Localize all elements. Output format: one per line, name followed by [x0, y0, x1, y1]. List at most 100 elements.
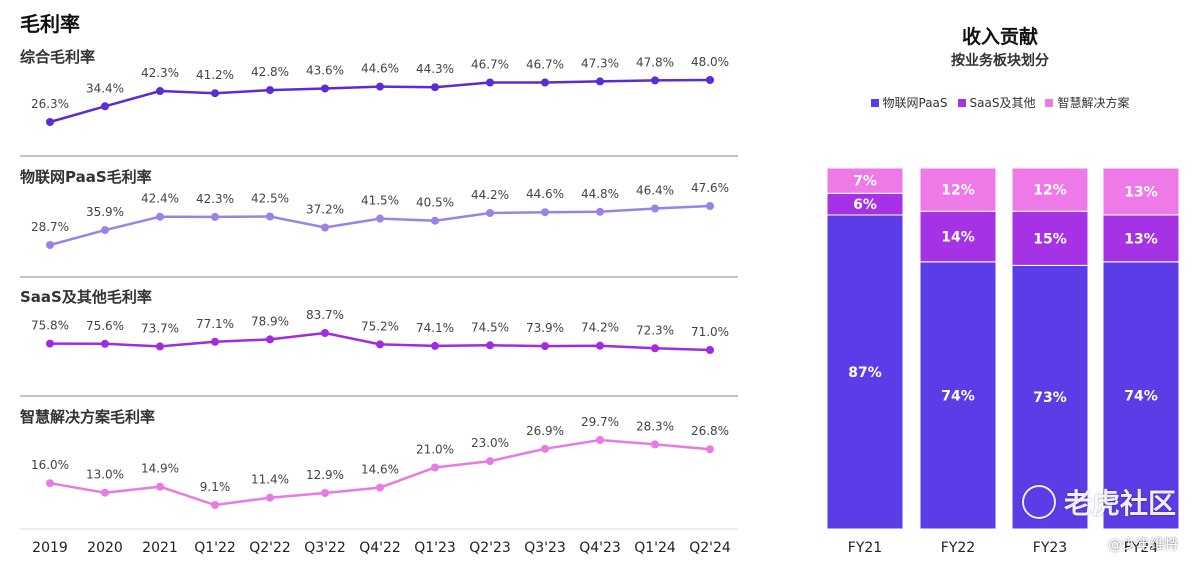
series-1-label-12: 47.6% [691, 181, 729, 195]
legend-swatch-saas [957, 98, 966, 107]
series-1-label-2: 42.4% [141, 192, 179, 206]
series-3-label-10: 29.7% [581, 415, 619, 429]
series-1-label-7: 40.5% [416, 196, 454, 210]
bar-FY24-label-0: 74% [1124, 388, 1158, 404]
bar-FY21-segment-0 [826, 214, 904, 530]
x-tick-label-4: Q2'22 [249, 540, 291, 556]
series-2-point-8 [486, 341, 494, 350]
series-0-point-9 [541, 78, 549, 87]
series-3-point-11 [651, 440, 659, 449]
series-1-label-3: 42.3% [196, 192, 234, 206]
x-tick-label-0: 2019 [32, 540, 68, 556]
series-2-label-6: 75.2% [361, 319, 399, 333]
series-0-label-8: 46.7% [471, 58, 509, 72]
series-0-point-1 [101, 102, 109, 111]
x-tick-label-10: Q4'23 [579, 540, 621, 556]
series-2-label-10: 74.2% [581, 321, 619, 335]
series-2-point-5 [321, 329, 329, 337]
series-2-point-0 [46, 339, 54, 348]
series-1-label-0: 28.7% [31, 220, 69, 234]
series-2-point-10 [596, 341, 604, 350]
series-3-point-3 [211, 501, 219, 509]
bar-FY21-segment-2 [826, 167, 904, 194]
bar-FY22-label-0: 74% [941, 388, 975, 404]
page-title: 毛利率 [20, 12, 80, 36]
series-0-label-9: 46.7% [526, 58, 564, 72]
bar-category-label-2: FY23 [1033, 540, 1067, 556]
series-1-point-0 [46, 241, 54, 249]
x-tick-label-1: 2020 [87, 540, 123, 556]
series-0-label-3: 41.2% [196, 68, 234, 82]
series-1-label-10: 44.8% [581, 187, 619, 201]
bar-FY24-label-2: 13% [1124, 185, 1158, 201]
series-2-label-12: 71.0% [691, 325, 729, 339]
series-2-point-9 [541, 342, 549, 351]
series-1-point-1 [101, 226, 109, 235]
series-3-point-8 [486, 457, 494, 466]
series-0-point-11 [651, 76, 659, 85]
x-tick-label-9: Q3'23 [524, 540, 566, 556]
series-3-point-10 [596, 436, 604, 444]
series-3-label-6: 14.6% [361, 463, 399, 477]
legend-label-paas: 物联网PaaS [882, 96, 948, 110]
bar-FY22-segment-2 [919, 167, 997, 212]
legend-item-saas: SaaS及其他 [957, 94, 1036, 111]
series-3-point-4 [266, 493, 274, 502]
series-0-point-3 [211, 89, 219, 98]
bar-FY21-label-0: 87% [848, 365, 882, 381]
series-1-label-1: 35.9% [86, 205, 124, 219]
series-3-label-1: 13.0% [86, 468, 124, 482]
series-0-point-6 [376, 82, 384, 91]
legend-item-paas: 物联网PaaS [870, 94, 948, 111]
x-tick-label-3: Q1'22 [194, 540, 236, 556]
bar-FY24-label-1: 13% [1124, 231, 1158, 247]
series-3-label-8: 23.0% [471, 436, 509, 450]
series-1-label-11: 46.4% [636, 184, 674, 198]
series-1-point-2 [156, 212, 164, 221]
bar-FY23-segment-1 [1011, 210, 1089, 266]
series-1-point-10 [596, 207, 604, 216]
series-2-label-7: 74.1% [416, 321, 454, 335]
bar-FY23-label-0: 73% [1033, 390, 1067, 406]
series-0-point-4 [266, 86, 274, 95]
panel-title-paas: 物联网PaaS毛利率 [20, 168, 152, 186]
series-1-point-8 [486, 209, 494, 217]
series-2-label-0: 75.8% [31, 319, 69, 333]
series-3-point-12 [706, 445, 714, 454]
series-3-point-9 [541, 444, 549, 453]
chart-subtitle-overall: 综合毛利率 [20, 48, 96, 66]
watermark-text: 老虎社区 [1063, 487, 1176, 520]
series-3-label-2: 14.9% [141, 462, 179, 476]
series-0-label-1: 34.4% [86, 81, 124, 95]
series-0-label-2: 42.3% [141, 66, 179, 80]
bar-category-label-0: FY21 [848, 540, 882, 556]
x-tick-label-12: Q2'24 [689, 540, 731, 556]
series-1-label-6: 41.5% [361, 194, 399, 208]
panel-title-smart: 智慧解决方案毛利率 [20, 408, 156, 426]
series-3-label-12: 26.8% [691, 424, 729, 438]
series-0-label-7: 44.3% [416, 62, 454, 76]
bar-FY23-segment-0 [1011, 265, 1089, 530]
series-0-point-12 [706, 76, 714, 84]
series-1-point-6 [376, 214, 384, 223]
series-0-point-10 [596, 77, 604, 86]
bar-FY23-label-1: 15% [1033, 231, 1067, 247]
series-3-label-3: 9.1% [200, 480, 231, 494]
series-3-label-9: 26.9% [526, 424, 564, 438]
series-3-point-5 [321, 489, 329, 497]
series-0-point-7 [431, 83, 439, 92]
series-2-point-2 [156, 342, 164, 351]
x-tick-label-8: Q2'23 [469, 540, 511, 556]
x-tick-label-6: Q4'22 [359, 540, 401, 556]
series-2-point-11 [651, 344, 659, 353]
series-0-point-5 [321, 84, 329, 93]
revenue-legend: 物联网PaaS SaaS及其他 智慧解决方案 [820, 94, 1180, 111]
series-3-point-2 [156, 482, 164, 491]
series-1-label-5: 37.2% [306, 203, 344, 217]
legend-swatch-paas [870, 98, 879, 107]
series-1-point-9 [541, 208, 549, 217]
series-0-label-11: 47.8% [636, 55, 674, 69]
legend-label-saas: SaaS及其他 [969, 96, 1036, 110]
series-1-point-3 [211, 212, 219, 221]
series-1-label-9: 44.6% [526, 187, 564, 201]
